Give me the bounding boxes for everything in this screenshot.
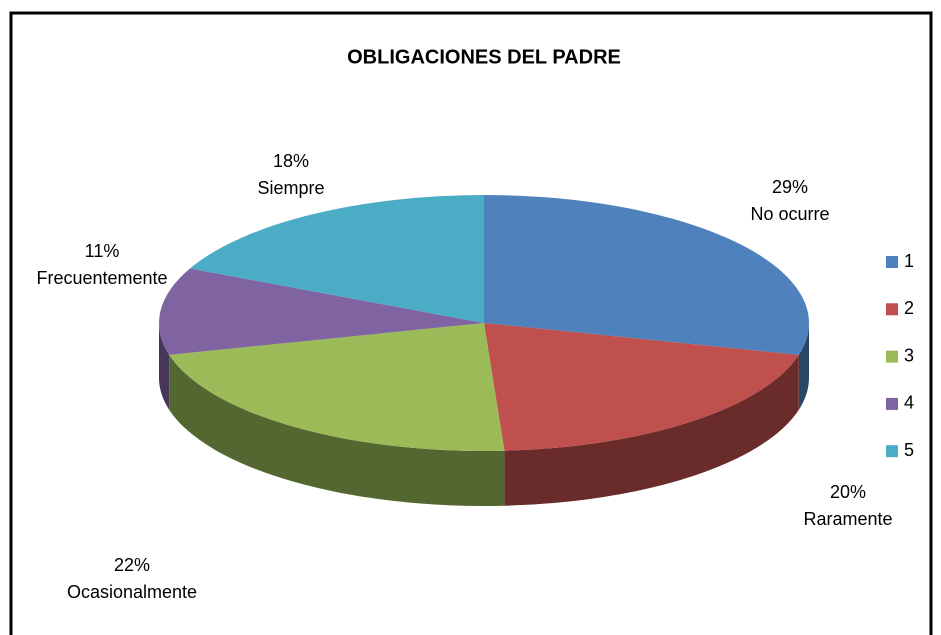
data-label: 29%: [772, 177, 808, 197]
chart-title: OBLIGACIONES DEL PADRE: [347, 46, 621, 68]
slice-label: Frecuentemente: [36, 268, 167, 288]
legend-swatch: [886, 256, 898, 268]
slice: [484, 195, 809, 355]
slice: [484, 323, 799, 451]
data-label: 18%: [273, 151, 309, 171]
legend-label: 2: [904, 298, 914, 318]
legend-swatch: [886, 397, 898, 410]
legend-label: 5: [904, 440, 914, 460]
slice-label: Ocasionalmente: [67, 582, 197, 602]
legend-label: 4: [904, 393, 914, 413]
data-label: 20%: [830, 482, 866, 502]
slice-label: No ocurre: [750, 204, 829, 224]
data-label: 22%: [114, 555, 150, 575]
slice-label: Raramente: [803, 509, 892, 529]
data-label: 11%: [85, 241, 120, 261]
slice-side: [169, 354, 505, 506]
slice-side: [798, 323, 810, 410]
slice-side: [504, 354, 799, 506]
slice-label: Siempre: [257, 178, 324, 198]
slice: [189, 195, 484, 323]
legend-label: 1: [904, 251, 914, 271]
legend-swatch: [886, 350, 898, 363]
slice-side: [159, 323, 170, 410]
slice: [159, 268, 484, 355]
legend-label: 3: [904, 345, 914, 365]
slice: [169, 323, 505, 451]
legend-swatch: [886, 303, 898, 316]
legend-swatch: [886, 445, 898, 458]
